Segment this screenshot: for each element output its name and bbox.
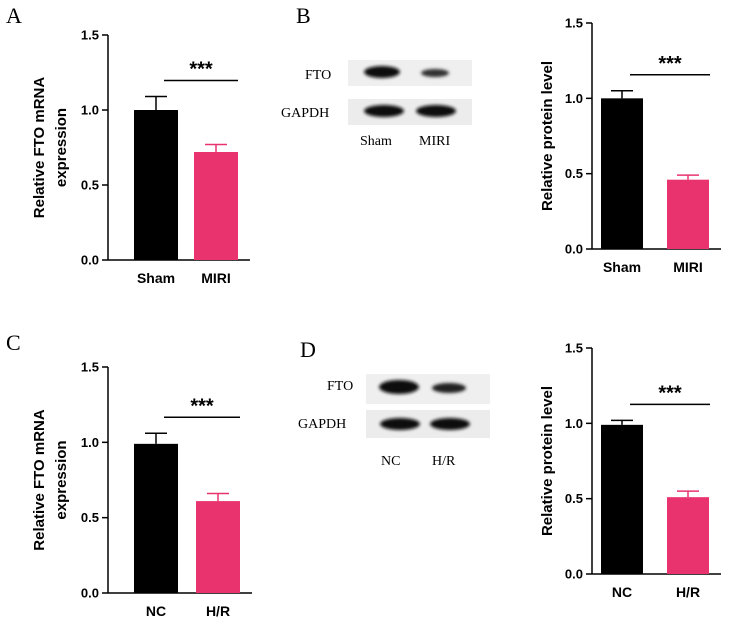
category-label: MIRI (201, 270, 231, 286)
y-tick-label: 0.0 (81, 253, 99, 268)
y-tick-label: 1.5 (81, 360, 99, 375)
y-axis-label: expression (53, 440, 70, 519)
y-axis-label: Relative protein level (539, 386, 556, 536)
y-axis-label: Relative protein level (539, 61, 556, 211)
blot-b-lane-label: Sham (360, 134, 392, 149)
y-tick-label: 0.5 (81, 510, 99, 525)
bar-miri (194, 152, 238, 260)
bar-sham (134, 110, 178, 260)
y-tick-label: 0.0 (565, 242, 583, 257)
bar-nc (134, 443, 178, 593)
blot-d-protein-label: GAPDH (298, 417, 346, 432)
category-label: Sham (137, 270, 175, 286)
panel-letter-d: D (300, 337, 316, 362)
blot-b-protein-label: GAPDH (281, 106, 329, 121)
bar-h-r (196, 501, 240, 593)
y-tick-label: 0.5 (81, 178, 99, 193)
blot-d-protein-label: FTO (327, 379, 353, 394)
y-axis-label: Relative FTO mRNA (31, 77, 48, 219)
y-tick-label: 1.0 (81, 103, 99, 118)
significance-label: *** (189, 59, 213, 81)
y-tick-label: 1.5 (565, 16, 583, 31)
blot-band (379, 380, 419, 394)
blot-d-lane-label: NC (381, 454, 400, 469)
blot-band (364, 66, 400, 78)
blot-b: FTO GAPDH Sham MIRI (281, 60, 472, 149)
chart-b: 0.0 0.5 1.0 1.5 Sham MIRI *** Relative protein … (539, 16, 721, 275)
significance-label: *** (190, 395, 214, 417)
blot-band (380, 418, 420, 430)
y-axis-label: expression (53, 108, 70, 187)
blot-band (364, 105, 404, 117)
y-tick-label: 0.0 (81, 586, 99, 601)
y-tick-label: 0.0 (565, 567, 583, 582)
y-axis-label: Relative FTO mRNA (31, 409, 48, 551)
category-label: NC (146, 603, 166, 619)
category-label: MIRI (673, 259, 703, 275)
blot-d: FTO GAPDH NC H/R (298, 374, 490, 469)
chart-c: 0.0 0.5 1.0 1.5 NC H/R *** Relative FTO mRNA exp… (31, 360, 252, 619)
y-tick-label: 1.5 (565, 341, 583, 356)
y-tick-label: 1.0 (81, 435, 99, 450)
panel-letter-a: A (6, 3, 22, 28)
significance-label: *** (658, 53, 682, 75)
category-label: NC (612, 584, 632, 600)
blot-b-protein-label: FTO (305, 68, 331, 83)
category-label: H/R (206, 603, 230, 619)
category-label: H/R (676, 584, 700, 600)
bar-miri (667, 179, 709, 249)
panel-letter-b: B (296, 3, 311, 28)
y-tick-label: 1.5 (81, 28, 99, 43)
y-tick-label: 0.5 (565, 491, 583, 506)
significance-label: *** (658, 382, 682, 404)
bar-h-r (667, 497, 709, 574)
blot-b-lane-label: MIRI (419, 134, 450, 149)
blot-band (432, 383, 466, 393)
blot-band (416, 105, 456, 117)
bar-sham (601, 98, 643, 249)
category-label: Sham (603, 259, 641, 275)
blot-d-lane-label: H/R (432, 454, 456, 469)
y-tick-label: 0.5 (565, 166, 583, 181)
y-tick-label: 1.0 (565, 416, 583, 431)
bar-nc (601, 424, 643, 574)
chart-a: 0.0 0.5 1.0 1.5 Sham MIRI *** Relative FTO mRNA… (31, 28, 250, 286)
chart-d: 0.0 0.5 1.0 1.5 NC H/R *** Relative protein lev… (539, 341, 721, 600)
panel-letter-c: C (6, 330, 21, 355)
y-tick-label: 1.0 (565, 91, 583, 106)
blot-band (430, 418, 470, 430)
blot-band (421, 69, 449, 77)
